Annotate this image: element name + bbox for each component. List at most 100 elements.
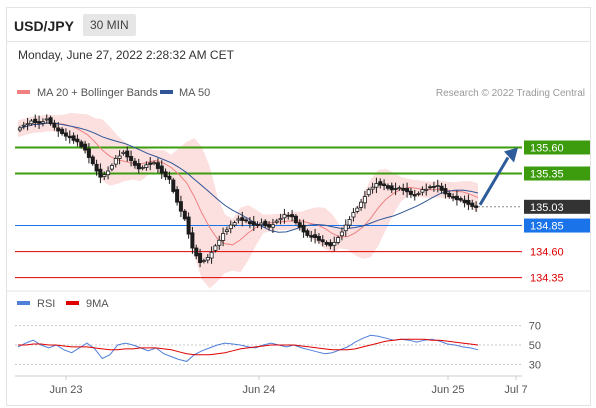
candle-body xyxy=(474,205,479,208)
candlesticks xyxy=(17,114,479,268)
candle-body xyxy=(370,186,375,190)
candle-body xyxy=(136,163,141,170)
candle-body xyxy=(393,188,398,190)
candle-body xyxy=(290,214,295,218)
candle-body xyxy=(336,237,341,243)
credit-text: Research © 2022 Trading Central xyxy=(436,88,585,99)
candle-body xyxy=(251,221,256,226)
candle-body xyxy=(217,239,222,246)
candle-body xyxy=(339,231,344,237)
candle-body xyxy=(121,151,126,154)
candle-body xyxy=(424,188,429,191)
candle-body xyxy=(443,188,448,195)
candle-body xyxy=(167,175,172,180)
timestamp: Monday, June 27, 2022 2:28:32 AM CET xyxy=(18,48,234,62)
bollinger-band xyxy=(18,112,478,289)
candle-body xyxy=(113,158,118,165)
candle-body xyxy=(109,164,114,170)
legend-ma50-swatch xyxy=(160,90,173,94)
legend-rsi-label: RSI xyxy=(37,298,55,310)
rsi-9ma-line xyxy=(18,338,479,356)
x-axis-ticks: Jun 23 Jun 24 Jun 25 Jul 7 xyxy=(49,376,528,396)
candle-body xyxy=(140,167,145,169)
candle-body xyxy=(293,215,298,224)
candle-body xyxy=(63,132,68,137)
candle-body xyxy=(102,174,107,177)
candle-body xyxy=(282,214,287,219)
ma50-line xyxy=(17,122,479,233)
forecast-arrow-shaft xyxy=(478,156,510,206)
candle-body xyxy=(347,219,352,226)
candle-body xyxy=(228,224,233,230)
candle-body xyxy=(213,245,218,251)
forecast-arrow xyxy=(478,147,518,206)
candle-body xyxy=(324,241,329,245)
candle-body xyxy=(278,218,283,221)
candle-body xyxy=(244,219,249,222)
candle-body xyxy=(71,135,76,141)
legend-ma20-label: MA 20 + Bollinger Bands xyxy=(37,87,158,99)
last-price-label: 135.03 xyxy=(530,202,564,214)
candle-body xyxy=(301,224,306,233)
candle-body xyxy=(439,185,444,191)
legend-9ma-label: 9MA xyxy=(86,298,109,310)
candle-body xyxy=(397,187,402,190)
forecast-arrow-head xyxy=(504,147,518,163)
candle-body xyxy=(232,222,237,226)
candle-body xyxy=(83,143,88,151)
candle-body xyxy=(17,127,22,131)
candle-body xyxy=(343,224,348,232)
candle-body xyxy=(106,170,111,176)
candle-body xyxy=(25,123,30,126)
candle-body xyxy=(458,198,463,201)
candle-body xyxy=(259,222,264,226)
candle-body xyxy=(56,127,61,132)
candle-body xyxy=(428,186,433,189)
candle-body xyxy=(194,247,199,257)
candle-body xyxy=(359,201,364,208)
candle-body xyxy=(221,233,226,241)
candle-body xyxy=(144,164,149,168)
resistance-label: 135.60 xyxy=(530,142,564,154)
candle-body xyxy=(67,135,72,139)
candle-body xyxy=(431,185,436,188)
bollinger-band-area xyxy=(18,112,478,289)
candle-body xyxy=(224,229,229,232)
rsi-panel: 70 50 30 xyxy=(15,321,541,371)
x-tick-label: Jul 7 xyxy=(504,384,527,396)
candle-body xyxy=(155,162,160,169)
pivot-tag xyxy=(524,218,590,233)
candle-body xyxy=(313,234,318,238)
candle-body xyxy=(263,220,268,227)
candle-body xyxy=(374,183,379,188)
candle-body xyxy=(309,235,314,238)
x-tick-label: Jun 23 xyxy=(49,384,82,396)
candle-body xyxy=(125,150,130,158)
candle-body xyxy=(412,194,417,197)
candle-body xyxy=(175,189,180,203)
candle-body xyxy=(389,185,394,191)
legend-rsi-swatch xyxy=(17,301,30,305)
candle-body xyxy=(240,217,245,221)
candle-body xyxy=(267,224,272,228)
rsi-level-label: 30 xyxy=(529,359,541,371)
timeframe-badge[interactable]: 30 MIN xyxy=(83,14,136,36)
candle-body xyxy=(152,162,157,165)
candle-body xyxy=(178,201,183,212)
chart-widget: USD/JPY 30 MIN Monday, June 27, 2022 2:2… xyxy=(6,7,591,406)
candle-body xyxy=(98,168,103,178)
candle-body xyxy=(470,202,475,207)
moving-averages xyxy=(17,122,479,246)
candle-body xyxy=(205,256,210,261)
candle-body xyxy=(236,218,241,221)
candle-body xyxy=(466,199,471,205)
candle-body xyxy=(328,242,333,247)
candle-body xyxy=(94,163,99,172)
candle-body xyxy=(52,122,57,128)
ma20-line xyxy=(17,122,479,246)
rsi-level-label: 70 xyxy=(529,321,541,333)
candle-body xyxy=(416,193,421,195)
candle-body xyxy=(44,118,49,121)
candle-body xyxy=(286,214,291,217)
candle-body xyxy=(385,185,390,189)
